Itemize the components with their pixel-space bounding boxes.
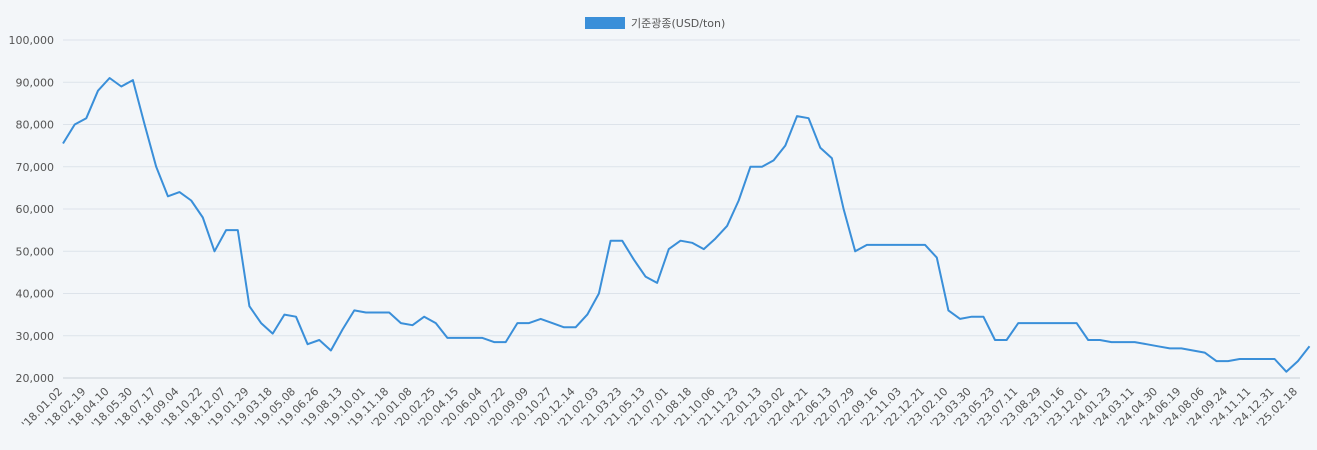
legend-label: 기준광종(USD/ton) [631, 17, 725, 30]
y-tick-label: 50,000 [16, 245, 55, 258]
y-tick-label: 20,000 [16, 372, 55, 385]
y-tick-label: 30,000 [16, 330, 55, 343]
y-tick-label: 100,000 [9, 34, 55, 47]
legend-swatch [585, 17, 625, 29]
y-tick-label: 70,000 [16, 161, 55, 174]
y-tick-label: 90,000 [16, 76, 55, 89]
y-tick-label: 40,000 [16, 288, 55, 301]
line-series [62, 77, 1311, 373]
y-tick-label: 80,000 [16, 119, 55, 132]
y-tick-label: 60,000 [16, 203, 55, 216]
